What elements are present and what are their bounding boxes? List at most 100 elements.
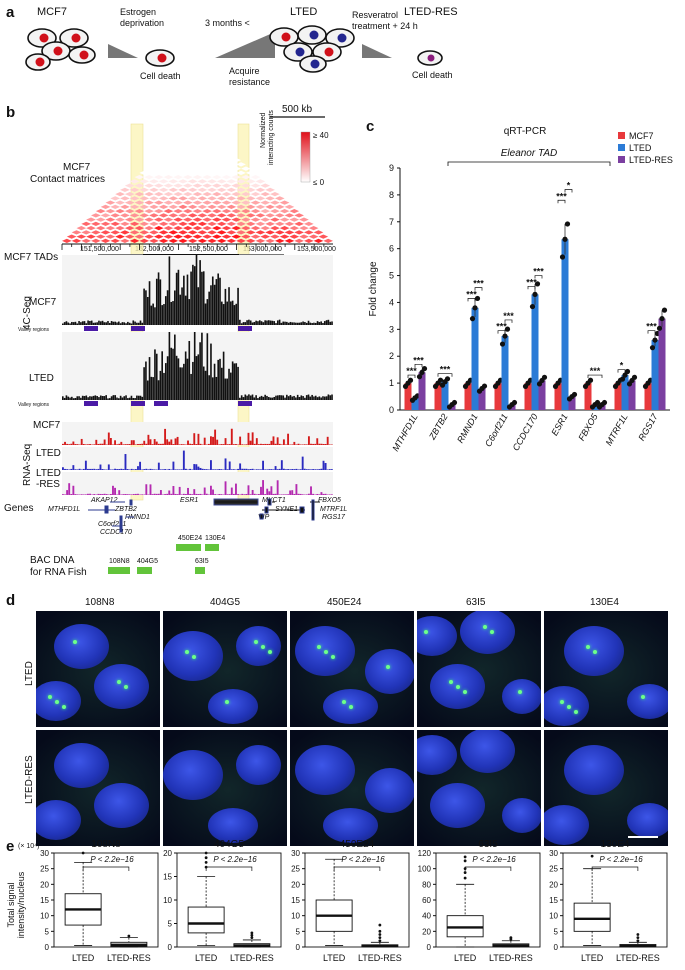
e-x-label-lted-res: LTED-RES xyxy=(107,953,151,963)
rna-ltedres-bar xyxy=(322,493,325,495)
data-point xyxy=(659,315,665,322)
heatmap-cell xyxy=(144,192,154,197)
legend-swatch-mcf7 xyxy=(618,132,625,139)
box-lted xyxy=(573,902,611,932)
fourc-lted-bar xyxy=(69,397,71,400)
fourc-lted-bar xyxy=(235,363,238,400)
heatmap-cell xyxy=(270,217,280,222)
data-point xyxy=(421,365,428,372)
rna-lted-bar xyxy=(118,469,121,470)
fourc-lted-bar xyxy=(224,378,227,400)
fourc-mcf7-bar xyxy=(105,322,107,325)
rna-ltedres-bar xyxy=(145,484,148,495)
fourc-lted-bar xyxy=(275,395,277,400)
heatmap-cell xyxy=(168,238,179,243)
rna-ltedres-bar xyxy=(285,494,287,495)
rna-mcf7-bar xyxy=(180,444,183,445)
rna-ltedres-bar xyxy=(166,493,169,495)
heatmap-cell xyxy=(192,141,203,146)
fourc-mcf7-bar xyxy=(83,321,86,325)
rna-lted-bar xyxy=(316,469,319,470)
rna-mcf7-bar xyxy=(297,443,300,445)
rna-lted-bar xyxy=(193,464,196,470)
fourc-lted-bar xyxy=(211,377,214,400)
fourc-mcf7-bar xyxy=(284,321,286,325)
heatmap-cell xyxy=(115,192,125,197)
fourc-lted-bar xyxy=(316,397,319,400)
contact-title-2: Contact matrices xyxy=(30,174,106,185)
rna-ltedres-bar xyxy=(274,493,277,495)
fourc-mcf7-bar xyxy=(127,321,129,325)
outlier xyxy=(127,934,131,938)
rna-ltedres-bar xyxy=(268,491,271,495)
rna-lted-bar xyxy=(278,468,281,470)
bac-450e24-label: 450E24 xyxy=(178,535,203,542)
x-label-ccdc170: CCDC170 xyxy=(511,412,540,453)
rna-ltedres-bar xyxy=(130,494,133,495)
heatmap-cell xyxy=(207,145,217,150)
coord-ticks xyxy=(61,244,325,250)
rna-ltedres-bar xyxy=(307,493,310,495)
bar-lted-res-mthfd1l xyxy=(418,372,426,410)
e-y-tick-label: 15 xyxy=(291,896,300,905)
rna-fish-spot xyxy=(593,650,597,654)
rna-ltedres-bar xyxy=(282,494,285,495)
rna-mcf7-bar xyxy=(162,443,164,445)
rna-mcf7-bar xyxy=(266,443,269,445)
heatmap-cell xyxy=(231,158,242,163)
heatmap-cell xyxy=(95,209,106,214)
rna-mcf7-bar xyxy=(314,443,317,445)
outlier xyxy=(204,851,208,855)
heatmap-cell xyxy=(124,234,135,239)
data-point xyxy=(407,377,414,383)
rna-ltedres-bar xyxy=(132,494,135,495)
fourc-mcf7-bar xyxy=(87,320,89,325)
sig-bracket xyxy=(617,369,626,373)
bar-mcf7-zbtb2 xyxy=(434,383,442,410)
heatmap-cell xyxy=(158,204,169,209)
fourc-lted-bar xyxy=(172,348,174,400)
rna-ltedres-bar xyxy=(89,493,91,495)
coord-2: 152,000,000 xyxy=(135,246,174,253)
heatmap-cell xyxy=(231,166,242,171)
fourc-lted-bar xyxy=(311,394,313,400)
rna-mcf7-bar xyxy=(141,443,144,445)
heatmap-cell xyxy=(182,175,193,180)
fourc-mcf7-bar xyxy=(172,301,174,325)
boxplot-title-450e24: 450E24 xyxy=(340,839,375,850)
rna-lted-bar xyxy=(291,469,294,470)
data-point xyxy=(511,399,518,406)
e-y-tick-label: 15 xyxy=(163,873,172,882)
rna-mcf7-bar xyxy=(147,434,150,445)
rna-lted-bar xyxy=(305,469,308,470)
fourc-mcf7-bar xyxy=(175,272,178,325)
rna-lted-bar xyxy=(114,468,116,470)
heatmap-cell xyxy=(163,166,174,171)
fourc-lted-bar xyxy=(139,395,142,400)
fourc-mcf7-bar xyxy=(168,256,171,325)
fourc-lted-bar xyxy=(96,396,98,400)
fourc-mcf7-bar xyxy=(81,321,84,325)
fourc-lted-bar xyxy=(94,395,97,400)
rna-mcf7-bar xyxy=(316,438,319,445)
rna-lted-bar xyxy=(189,468,192,470)
heatmap-cell xyxy=(158,213,169,218)
rna-lted-bar xyxy=(297,469,300,470)
rna-lted-bar xyxy=(164,469,167,470)
fourc-lted-bar xyxy=(215,376,218,400)
fourc-mcf7-bar xyxy=(190,271,192,325)
heatmap-cell xyxy=(110,213,121,218)
heatmap-cell xyxy=(241,209,251,214)
heatmap-cell xyxy=(124,226,135,231)
rna-ltedres-bar xyxy=(262,480,264,495)
fourc-lted-bar xyxy=(98,397,100,400)
e-y-tick-label: 0 xyxy=(296,943,301,952)
fourc-mcf7-bar xyxy=(136,322,138,325)
fourc-lted-bar xyxy=(307,394,310,400)
fourc-mcf7-bar xyxy=(291,322,294,325)
heatmap-cell xyxy=(187,170,198,175)
data-point xyxy=(502,333,508,339)
e-y-tick-label: 80 xyxy=(422,880,431,889)
heatmap-cell xyxy=(120,196,130,201)
heatmap-cell xyxy=(163,209,174,214)
